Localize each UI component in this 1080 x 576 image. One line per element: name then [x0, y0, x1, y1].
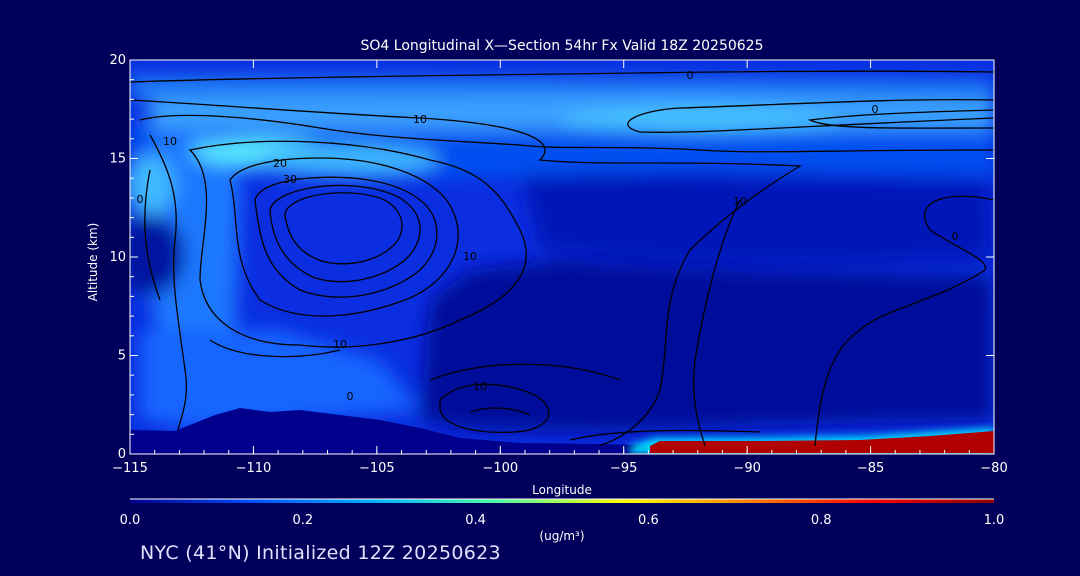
- x-tick-label: −115: [112, 461, 148, 476]
- x-tick-label: −90: [733, 461, 760, 476]
- y-tick-label: 15: [109, 152, 126, 167]
- x-tick-label: −95: [610, 461, 637, 476]
- x-axis: −115 −110 −105 −100 −95 −90 −85 −80: [112, 60, 1008, 476]
- contour-label: 10: [333, 338, 347, 351]
- contour-upper-left: [139, 114, 521, 146]
- hotspot-right: [560, 108, 840, 132]
- colorbar-tick-label: 0.2: [292, 513, 313, 528]
- contour-20: [229, 157, 459, 317]
- dark-upper-right: [520, 170, 994, 265]
- colorbar-tick-label: 0.6: [638, 513, 659, 528]
- contour-label: 0: [137, 193, 144, 206]
- plot-area: 0 10 10 20 30 0 10 10 0 10 0 0 10: [130, 60, 994, 454]
- colorbar-tick-label: 1.0: [984, 513, 1005, 528]
- surface-strip-core: [650, 431, 994, 453]
- dark-core-region: [420, 260, 994, 432]
- x-tick-label: −100: [482, 461, 518, 476]
- hotspot-left: [130, 155, 175, 215]
- contour-30-c: [284, 192, 403, 265]
- colorbar-label: (ug/m³): [539, 529, 584, 543]
- terrain: [130, 408, 994, 454]
- colorbar-tick-label: 0.4: [465, 513, 486, 528]
- contour-label: 20: [273, 157, 287, 170]
- contour-lines: [130, 70, 994, 447]
- contour-10-outer: [130, 99, 803, 446]
- contour-upper-mid: [519, 144, 994, 153]
- contour-10-mid: [188, 140, 527, 348]
- chart-title: SO4 Longitudinal X—Section 54hr Fx Valid…: [361, 38, 764, 54]
- contour-far-right: [692, 199, 741, 447]
- y-tick-label: 5: [118, 349, 126, 364]
- contour-0-right2: [807, 109, 994, 129]
- contour-bottom-right: [569, 429, 761, 441]
- colorbar-ticks: 0.0 0.2 0.4 0.6 0.8 1.0: [120, 513, 1005, 528]
- footer-info: NYC (41°N) Initialized 12Z 20250623: [140, 542, 501, 564]
- contour-label: 10: [163, 135, 177, 148]
- y-tick-label: 0: [118, 447, 126, 462]
- y-axis-label: Altitude (km): [86, 223, 100, 302]
- colorbar: [130, 499, 994, 503]
- contour-30-a: [254, 176, 438, 298]
- colorbar-tick-label: 0.0: [120, 513, 141, 528]
- low-concentration-field: [130, 75, 994, 432]
- contour-label: 0: [347, 390, 354, 403]
- y-tick-label: 20: [109, 53, 126, 68]
- contour-10-left: [149, 134, 187, 431]
- contour-10-bottom: [209, 339, 341, 358]
- x-tick-label: −85: [857, 461, 884, 476]
- contour-label: 10: [413, 113, 427, 126]
- contour-30-b: [269, 184, 421, 283]
- contour-label: 10: [463, 250, 477, 263]
- contour-lower-loop-inner: [469, 407, 531, 416]
- contour-label: 10: [733, 195, 747, 208]
- y-tick-label: 10: [109, 250, 126, 265]
- colorbar-tick-label: 0.8: [811, 513, 832, 528]
- contour-bottom-mid: [429, 363, 621, 381]
- contour-0-top: [130, 70, 994, 83]
- contour-label: 0: [952, 230, 959, 243]
- dark-pocket-left: [130, 215, 185, 295]
- lower-left-region: [140, 330, 420, 430]
- contour-label: 0: [687, 69, 694, 82]
- contour-label: 0: [872, 103, 879, 116]
- contour-lower-left: [144, 169, 161, 301]
- contour-lower-loop: [439, 383, 550, 434]
- x-tick-label: −105: [359, 461, 395, 476]
- x-tick-label: −80: [980, 461, 1007, 476]
- contour-10-right: [814, 195, 994, 447]
- x-tick-label: −110: [236, 461, 272, 476]
- contour-label: 10: [473, 380, 487, 393]
- contour-label: 30: [283, 173, 297, 186]
- contour-0-right: [627, 98, 994, 133]
- top-band: [130, 75, 994, 100]
- contour-labels: 0 10 10 20 30 0 10 10 0 10 0 0 10: [137, 69, 959, 403]
- y-axis: 0 5 10 15 20: [109, 53, 994, 462]
- x-axis-label: Longitude: [532, 483, 592, 497]
